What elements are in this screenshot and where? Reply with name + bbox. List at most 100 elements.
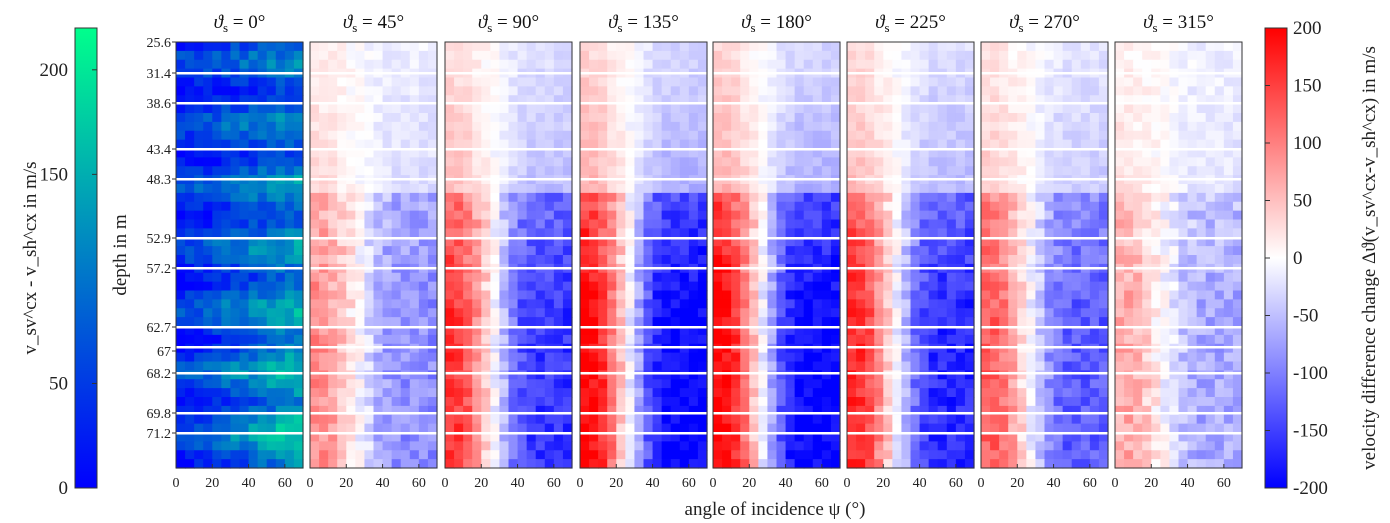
heatmap-cell <box>1080 210 1091 221</box>
heatmap-cell <box>1062 290 1073 300</box>
heatmap-cell <box>928 317 939 327</box>
heatmap-cell <box>400 121 411 132</box>
panel-title-symbol: ϑ <box>478 12 489 33</box>
heatmap-cell <box>284 317 295 327</box>
heatmap-cell <box>400 299 411 309</box>
heatmap-cell <box>776 450 787 460</box>
heatmap-cell <box>1053 201 1064 212</box>
heatmap-cell <box>1071 77 1082 87</box>
heatmap-cell <box>1080 326 1091 336</box>
heatmap-cell <box>266 86 277 96</box>
heatmap-cell <box>634 450 645 460</box>
heatmap-cell <box>275 246 286 256</box>
heatmap-cell <box>337 388 347 398</box>
heatmap-cell <box>785 397 796 407</box>
heatmap-cell <box>964 361 975 371</box>
heatmap-cell <box>625 166 636 176</box>
heatmap-cell <box>981 361 991 371</box>
heatmap-cell <box>803 272 814 283</box>
heatmap-cell <box>562 308 573 318</box>
heatmap-cell <box>821 130 832 141</box>
heatmap-cell <box>418 317 429 327</box>
heatmap-cell <box>1089 86 1100 96</box>
heatmap-cell <box>901 192 912 203</box>
heatmap-cell <box>1062 397 1073 407</box>
heatmap-cell <box>185 397 195 407</box>
heatmap-cell <box>310 210 320 221</box>
heatmap-cell <box>463 299 473 309</box>
heatmap-cell <box>679 388 690 398</box>
heatmap-cell <box>221 272 232 283</box>
heatmap-cell <box>688 166 699 176</box>
heatmap-cell <box>364 326 375 336</box>
panel-3-title: ϑs = 135° <box>608 12 679 35</box>
heatmap-cell <box>919 414 930 425</box>
heatmap-cell <box>643 450 654 460</box>
heatmap-cell <box>892 326 903 336</box>
heatmap-cell <box>919 441 930 451</box>
heatmap-cell <box>767 166 778 176</box>
depth-separator <box>713 346 840 349</box>
heatmap-cell <box>794 50 805 61</box>
heatmap-cell <box>418 397 429 407</box>
heatmap-cell <box>517 148 528 158</box>
heatmap-cell <box>454 281 464 292</box>
heatmap-cell <box>874 130 884 141</box>
heatmap-cell <box>981 388 991 398</box>
heatmap-cell <box>481 397 491 407</box>
heatmap-cell <box>490 95 501 105</box>
heatmap-cell <box>874 255 884 265</box>
heatmap-cell <box>856 184 866 194</box>
heatmap-cell <box>499 157 510 167</box>
heatmap-cell <box>785 42 796 52</box>
heatmap-cell <box>785 388 796 398</box>
heatmap-cell <box>955 450 966 460</box>
heatmap-cell <box>1008 77 1018 87</box>
heatmap-cell <box>937 148 948 158</box>
heatmap-cell <box>847 166 857 176</box>
heatmap-cell <box>490 334 501 345</box>
heatmap-cell <box>643 308 654 318</box>
heatmap-cell <box>1017 50 1027 61</box>
heatmap-cell <box>580 450 590 460</box>
heatmap-cell <box>391 210 402 221</box>
heatmap-cell <box>1008 184 1018 194</box>
heatmap-cell <box>319 379 329 389</box>
heatmap-cell <box>713 281 723 292</box>
heatmap-cell <box>319 130 329 141</box>
heatmap-cell <box>1071 113 1082 123</box>
depth-separator <box>981 148 1108 151</box>
heatmap-cell <box>616 405 626 416</box>
heatmap-cell <box>1098 148 1109 158</box>
heatmap-cell <box>382 423 393 434</box>
heatmap-cell <box>634 59 645 70</box>
panel-6-frame <box>980 41 1109 469</box>
heatmap-cell <box>697 308 708 318</box>
heatmap-cell <box>865 201 875 212</box>
heatmap-cell <box>409 50 420 61</box>
heatmap-cell <box>625 210 636 221</box>
heatmap-cell <box>937 352 948 363</box>
heatmap-cell <box>999 299 1009 309</box>
heatmap-cell <box>892 219 903 229</box>
heatmap-cell <box>355 317 366 327</box>
heatmap-cell <box>812 414 823 425</box>
heatmap-cell <box>679 326 690 336</box>
heatmap-cell <box>239 113 250 123</box>
heatmap-cell <box>616 379 626 389</box>
heatmap-cell <box>463 370 473 380</box>
heatmap-cell <box>688 441 699 451</box>
heatmap-cell <box>758 201 769 212</box>
heatmap-cell <box>364 432 375 442</box>
heatmap-cell <box>1133 50 1143 61</box>
heatmap-cell <box>553 192 564 203</box>
heatmap-cell <box>652 121 663 132</box>
heatmap-cell <box>445 59 455 70</box>
heatmap-cell <box>194 237 204 247</box>
heatmap-cell <box>194 246 204 256</box>
heatmap-cell <box>874 432 884 442</box>
heatmap-cell <box>490 459 501 469</box>
heatmap-cell <box>517 299 528 309</box>
heatmap-cell <box>661 361 672 371</box>
heatmap-cell <box>643 459 654 469</box>
